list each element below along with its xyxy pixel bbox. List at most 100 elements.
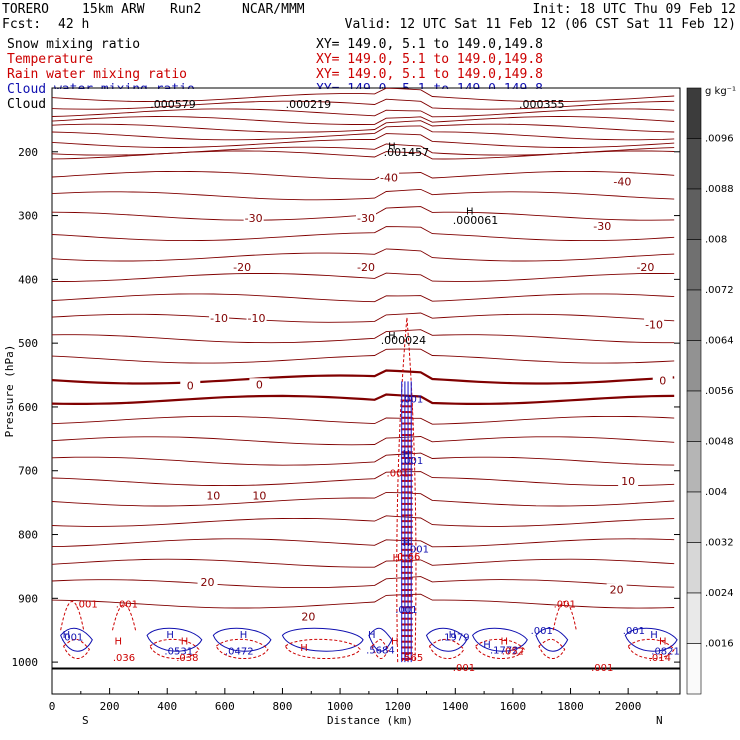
isotherm-label-bg: [249, 489, 270, 501]
model-org: NCAR/MMM: [242, 2, 305, 17]
isotherm-label: -20: [233, 261, 251, 274]
isotherm-line: [51, 108, 675, 118]
rain-contour: [552, 601, 577, 631]
colorbar-tick-label: .0056: [705, 386, 734, 397]
maximum-value: .000579: [150, 98, 196, 111]
high-marker: H: [181, 636, 189, 647]
fcst-label: Fcst:: [2, 17, 41, 32]
fcst-value: 42 h: [58, 17, 89, 32]
rain-contour: [63, 638, 90, 660]
high-marker: H: [403, 538, 411, 549]
colorbar-tick-label: .0096: [705, 134, 734, 145]
field-xy: XY= 149.0, 5.1 to 149.0,149.8: [316, 67, 543, 82]
y-tick-label: 200: [18, 146, 38, 159]
header: TORERO 15km ARW Run2 NCAR/MMM Init: 18 U…: [2, 2, 736, 32]
isotherm-label: -10: [210, 312, 228, 325]
rain-value: .001: [591, 663, 613, 674]
isotherm-label: -30: [357, 212, 375, 225]
high-marker: H: [63, 630, 71, 641]
isotherm-line: [51, 312, 675, 323]
isotherm-label-bg: [356, 260, 376, 272]
isotherm-line: [51, 133, 675, 148]
high-marker: H: [166, 630, 174, 641]
cloud-water-value: .5684: [366, 645, 395, 656]
y-tick-label: 800: [18, 529, 38, 542]
colorbar-tick-label: .004: [705, 487, 727, 498]
cloud-water-value: .1979: [441, 633, 470, 644]
high-marker: H: [391, 636, 399, 647]
isotherm-line: [51, 452, 675, 466]
isotherm-label: 10: [206, 489, 220, 502]
isotherm-line: [51, 415, 675, 425]
model-resolution: 15km ARW: [82, 2, 145, 17]
isotherm-line: [51, 125, 675, 141]
cloud-water-value: .0821: [651, 647, 680, 658]
isotherm-line: [51, 170, 675, 180]
rain-value: .001: [554, 599, 576, 610]
field-name: Snow mixing ratio: [7, 37, 140, 52]
isotherm-line: [51, 558, 675, 568]
y-tick-label: 700: [18, 465, 38, 478]
south-label: S: [82, 714, 89, 727]
colorbar-swatch: [686, 87, 702, 139]
isotherm-label: -10: [248, 312, 266, 325]
high-marker: H: [449, 630, 457, 641]
colorbar-tick-label: .0072: [705, 285, 734, 296]
x-tick-label: 600: [215, 700, 235, 713]
isotherm-label: -40: [380, 172, 398, 185]
isotherm-label-bg: [356, 211, 376, 223]
model-name: TORERO: [2, 2, 49, 17]
rain-contour: [215, 638, 269, 660]
x-tick-label: 2000: [615, 700, 642, 713]
isotherm-label-bg: [644, 318, 665, 330]
isotherm-line: [51, 226, 675, 242]
colorbar-swatch: [686, 491, 702, 543]
y-tick-label: 600: [18, 401, 38, 414]
colorbar-swatch: [686, 138, 702, 190]
cloud-water-contour: [472, 627, 528, 652]
plot-area: -40 -40 -30 -30 -30 -20 -20 -20 -10 -10 -10 0 0 0 10 10…: [51, 87, 680, 693]
isotherm-line: [51, 348, 675, 364]
field-name: Temperature: [7, 52, 93, 67]
high-marker: H: [501, 636, 509, 647]
rain-contour: [474, 638, 525, 660]
rain-contour: [149, 638, 200, 660]
isotherm-label: -20: [357, 261, 375, 274]
x-tick-label: 0: [49, 700, 56, 713]
y-tick-label: 300: [18, 210, 38, 223]
high-marker: H: [300, 643, 308, 654]
high-marker: H: [240, 630, 248, 641]
rain-value: .014: [649, 653, 671, 664]
rain-value: .001: [453, 663, 475, 674]
colorbar-tick-label: .0024: [705, 588, 734, 599]
field-xy: XY= 149.0, 5.1 to 149.0,149.8: [316, 52, 543, 67]
maximum-value: .000219: [286, 98, 332, 111]
isotherm-line: [51, 293, 675, 303]
field-xy: XY= 149.0, 5.1 to 149.0,149.8: [316, 37, 543, 52]
isotherm-line: [51, 150, 675, 160]
colorbar-swatch: [686, 441, 702, 493]
y-tick-label: 400: [18, 273, 38, 286]
maximum-value: .001457: [384, 146, 430, 159]
isotherm-label: 20: [610, 584, 624, 597]
isotherm-line: [51, 471, 675, 487]
isotherm-label: 0: [187, 380, 194, 393]
cloud-water-value: .001: [395, 605, 417, 616]
init-time: Init: 18 UTC Thu 09 Feb 12: [533, 2, 737, 17]
isotherm-label-bg: [232, 260, 253, 272]
isotherm-label-bg: [592, 220, 613, 232]
rain-contour: [284, 638, 361, 660]
maximum-value: .000061: [453, 214, 499, 227]
rain-value: .565: [401, 653, 423, 664]
high-marker: H: [466, 206, 474, 217]
colorbar-tick-label: .008: [705, 235, 727, 246]
plot-background: [53, 89, 679, 693]
x-tick-label: 1000: [327, 700, 354, 713]
isotherm-label: 10: [621, 475, 635, 488]
rain-contour: [60, 601, 85, 631]
x-tick-label: 1200: [384, 700, 411, 713]
isotherm-label-bg: [606, 583, 627, 595]
isotherm-line: [51, 248, 675, 262]
zero-isotherm: [51, 393, 675, 405]
